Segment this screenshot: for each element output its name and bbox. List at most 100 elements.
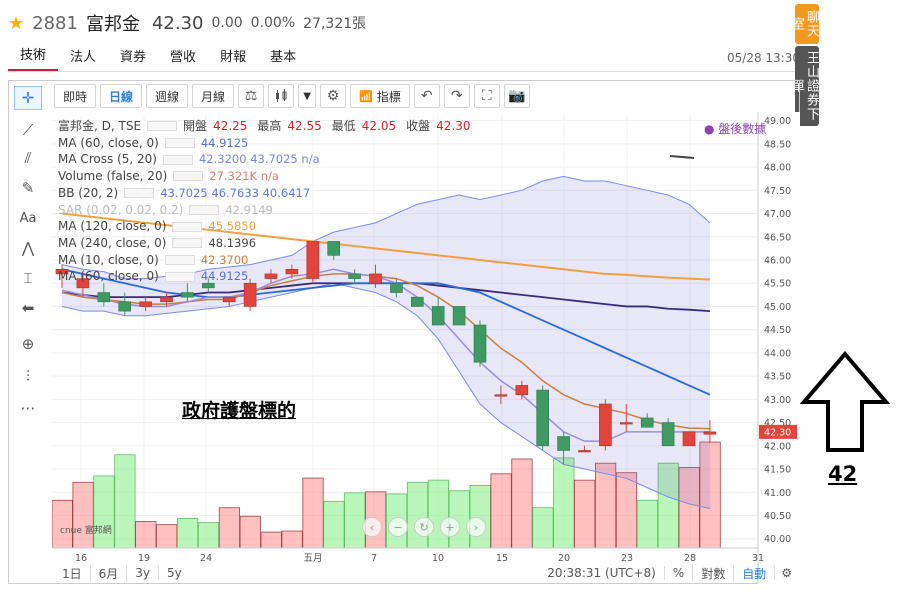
price-tick-label: 45.00	[764, 302, 791, 313]
candle-body	[452, 306, 466, 326]
volume-bar	[72, 481, 94, 549]
legend-row: MA Cross (5, 20) 42.3200 43.7025 n/a	[58, 151, 475, 168]
candle-body	[348, 273, 361, 279]
legend-indicator-label: MA (60, close, 0)	[58, 269, 159, 284]
legend-main-controls[interactable]	[147, 121, 178, 132]
weekly-button[interactable]: 週線	[146, 84, 189, 108]
indicators-button[interactable]: 📶 指標	[350, 84, 410, 108]
candle-body	[285, 268, 299, 275]
legend-indicator-controls[interactable]	[189, 204, 220, 215]
fib-icon[interactable]: ⌶	[23, 269, 33, 287]
candle-body	[682, 431, 696, 447]
after-hours-data[interactable]: ● 盤後數據	[704, 122, 767, 136]
stock-header: ★ 2881 富邦金 42.30 0.00 0.00% 27,321張	[8, 10, 366, 36]
price-tick-label: 49.00	[764, 116, 791, 127]
candle-body	[76, 278, 90, 289]
volume-bar	[93, 475, 115, 549]
arrow-left-icon[interactable]: ⬅	[21, 299, 35, 317]
redo-icon[interactable]: ↷	[443, 84, 470, 108]
legend-indicator-controls[interactable]	[172, 221, 203, 232]
legend-indicator-controls[interactable]	[164, 271, 195, 282]
more-icon[interactable]: ⋯	[20, 399, 36, 417]
scroll-left-icon[interactable]: ‹	[362, 517, 382, 537]
chart-legend: 富邦金, D, TSE 開盤 42.25 最高 42.55 最低 42.05 收盤 42…	[58, 118, 475, 285]
percent-toggle[interactable]: %	[663, 566, 692, 580]
candle-body	[390, 282, 403, 293]
indicators-label: 指標	[376, 89, 401, 104]
tab-revenue[interactable]: 營收	[170, 50, 197, 65]
chart-type-dropdown-icon[interactable]: ▼	[298, 84, 317, 108]
open-value: 42.25	[213, 119, 248, 133]
monthly-button[interactable]: 月線	[192, 84, 235, 108]
legend-row: MA (10, close, 0) 42.3700	[58, 252, 475, 269]
legend-row: Volume (false, 20) 27.321K n/a	[58, 168, 475, 185]
zoom-out-icon[interactable]: −	[388, 517, 408, 537]
undo-icon[interactable]: ↶	[413, 84, 440, 108]
legend-indicator-controls[interactable]	[124, 188, 155, 199]
range-1d[interactable]: 1日	[54, 564, 91, 582]
price-change: 0.00	[211, 15, 243, 31]
candle-body	[369, 273, 382, 284]
candle-body	[181, 292, 194, 298]
range-6m[interactable]: 6月	[91, 564, 128, 582]
legend-row: SAR (0.02, 0.02, 0.2) 42.9149	[58, 202, 475, 219]
legend-indicator-label: BB (20, 2)	[58, 185, 119, 200]
range-3y[interactable]: 3y	[127, 566, 160, 580]
axis-settings-icon[interactable]: ⚙	[774, 566, 798, 580]
chart-toolbar: 即時 日線 週線 月線 ⚖ ▼ ⚙ 📶 指標 ↶ ↷ ⛶ 📷	[54, 84, 530, 110]
legend-indicator-controls[interactable]	[172, 238, 203, 249]
tab-institutional[interactable]: 法人	[70, 50, 97, 65]
tab-basic[interactable]: 基本	[270, 50, 297, 65]
channel-icon[interactable]: ⫽	[24, 149, 32, 167]
text-tool-icon[interactable]: Aa	[19, 210, 37, 226]
date-tick-label: 7	[371, 553, 377, 564]
brush-icon[interactable]: ✎	[21, 179, 35, 197]
daily-button[interactable]: 日線	[100, 84, 143, 108]
legend-indicator-controls[interactable]	[173, 171, 204, 182]
price-axis-bg	[758, 112, 800, 584]
volume-bar	[532, 507, 554, 549]
crosshair-icon[interactable]: ✛	[14, 86, 42, 110]
log-toggle[interactable]: 對數	[692, 564, 733, 582]
price-tick-label: 43.50	[764, 372, 791, 383]
reset-icon[interactable]: ↻	[414, 517, 434, 537]
low-label: 最低	[331, 119, 356, 133]
legend-row: MA (240, close, 0) 48.1396	[58, 235, 475, 252]
scroll-right-icon[interactable]: ›	[466, 517, 486, 537]
legend-row: MA (120, close, 0) 45.5850	[58, 218, 475, 235]
measure-icon[interactable]: ⫶	[26, 367, 30, 385]
realtime-button[interactable]: 即時	[54, 84, 97, 108]
legend-indicator-value: 43.7025 46.7633 40.6417	[160, 185, 311, 200]
legend-main-symbol: 富邦金, D, TSE	[58, 119, 142, 133]
candle-body	[578, 450, 591, 453]
drawing-mark	[669, 155, 695, 159]
tab-financials[interactable]: 財報	[220, 50, 247, 65]
fullscreen-icon[interactable]: ⛶	[473, 84, 500, 108]
tab-technical[interactable]: 技術	[8, 44, 59, 71]
auto-toggle[interactable]: 自動	[733, 564, 774, 582]
up-arrow-icon	[800, 350, 890, 452]
volume-bar	[574, 479, 596, 549]
favorite-star-icon[interactable]: ★	[8, 12, 25, 34]
camera-icon[interactable]: 📷	[503, 84, 530, 108]
tab-margin[interactable]: 資券	[120, 50, 147, 65]
volume-bar	[156, 524, 178, 549]
trendline-icon[interactable]: ⟋	[22, 121, 34, 139]
candle-type-icon[interactable]	[268, 84, 295, 108]
zoom-in-icon[interactable]: ⊕	[21, 335, 35, 353]
chat-room-button[interactable]: 聊天室	[789, 4, 819, 44]
range-5y[interactable]: 5y	[167, 566, 182, 580]
price-tick-label: 47.00	[764, 209, 791, 220]
zoom-in-small-icon[interactable]: +	[440, 517, 460, 537]
legend-indicator-controls[interactable]	[162, 154, 193, 165]
candle-body	[139, 301, 152, 307]
compare-scale-icon[interactable]: ⚖	[238, 84, 265, 108]
legend-indicator-controls[interactable]	[164, 138, 195, 149]
pattern-icon[interactable]: ⋀	[21, 239, 35, 257]
legend-indicator-label: Volume (false, 20)	[58, 169, 168, 184]
date-tick-label: 10	[432, 553, 444, 564]
legend-indicator-controls[interactable]	[164, 254, 195, 265]
legend-indicator-value: 44.9125	[200, 269, 249, 284]
legend-indicator-label: MA (240, close, 0)	[58, 235, 167, 250]
settings-gear-icon[interactable]: ⚙	[320, 84, 347, 108]
